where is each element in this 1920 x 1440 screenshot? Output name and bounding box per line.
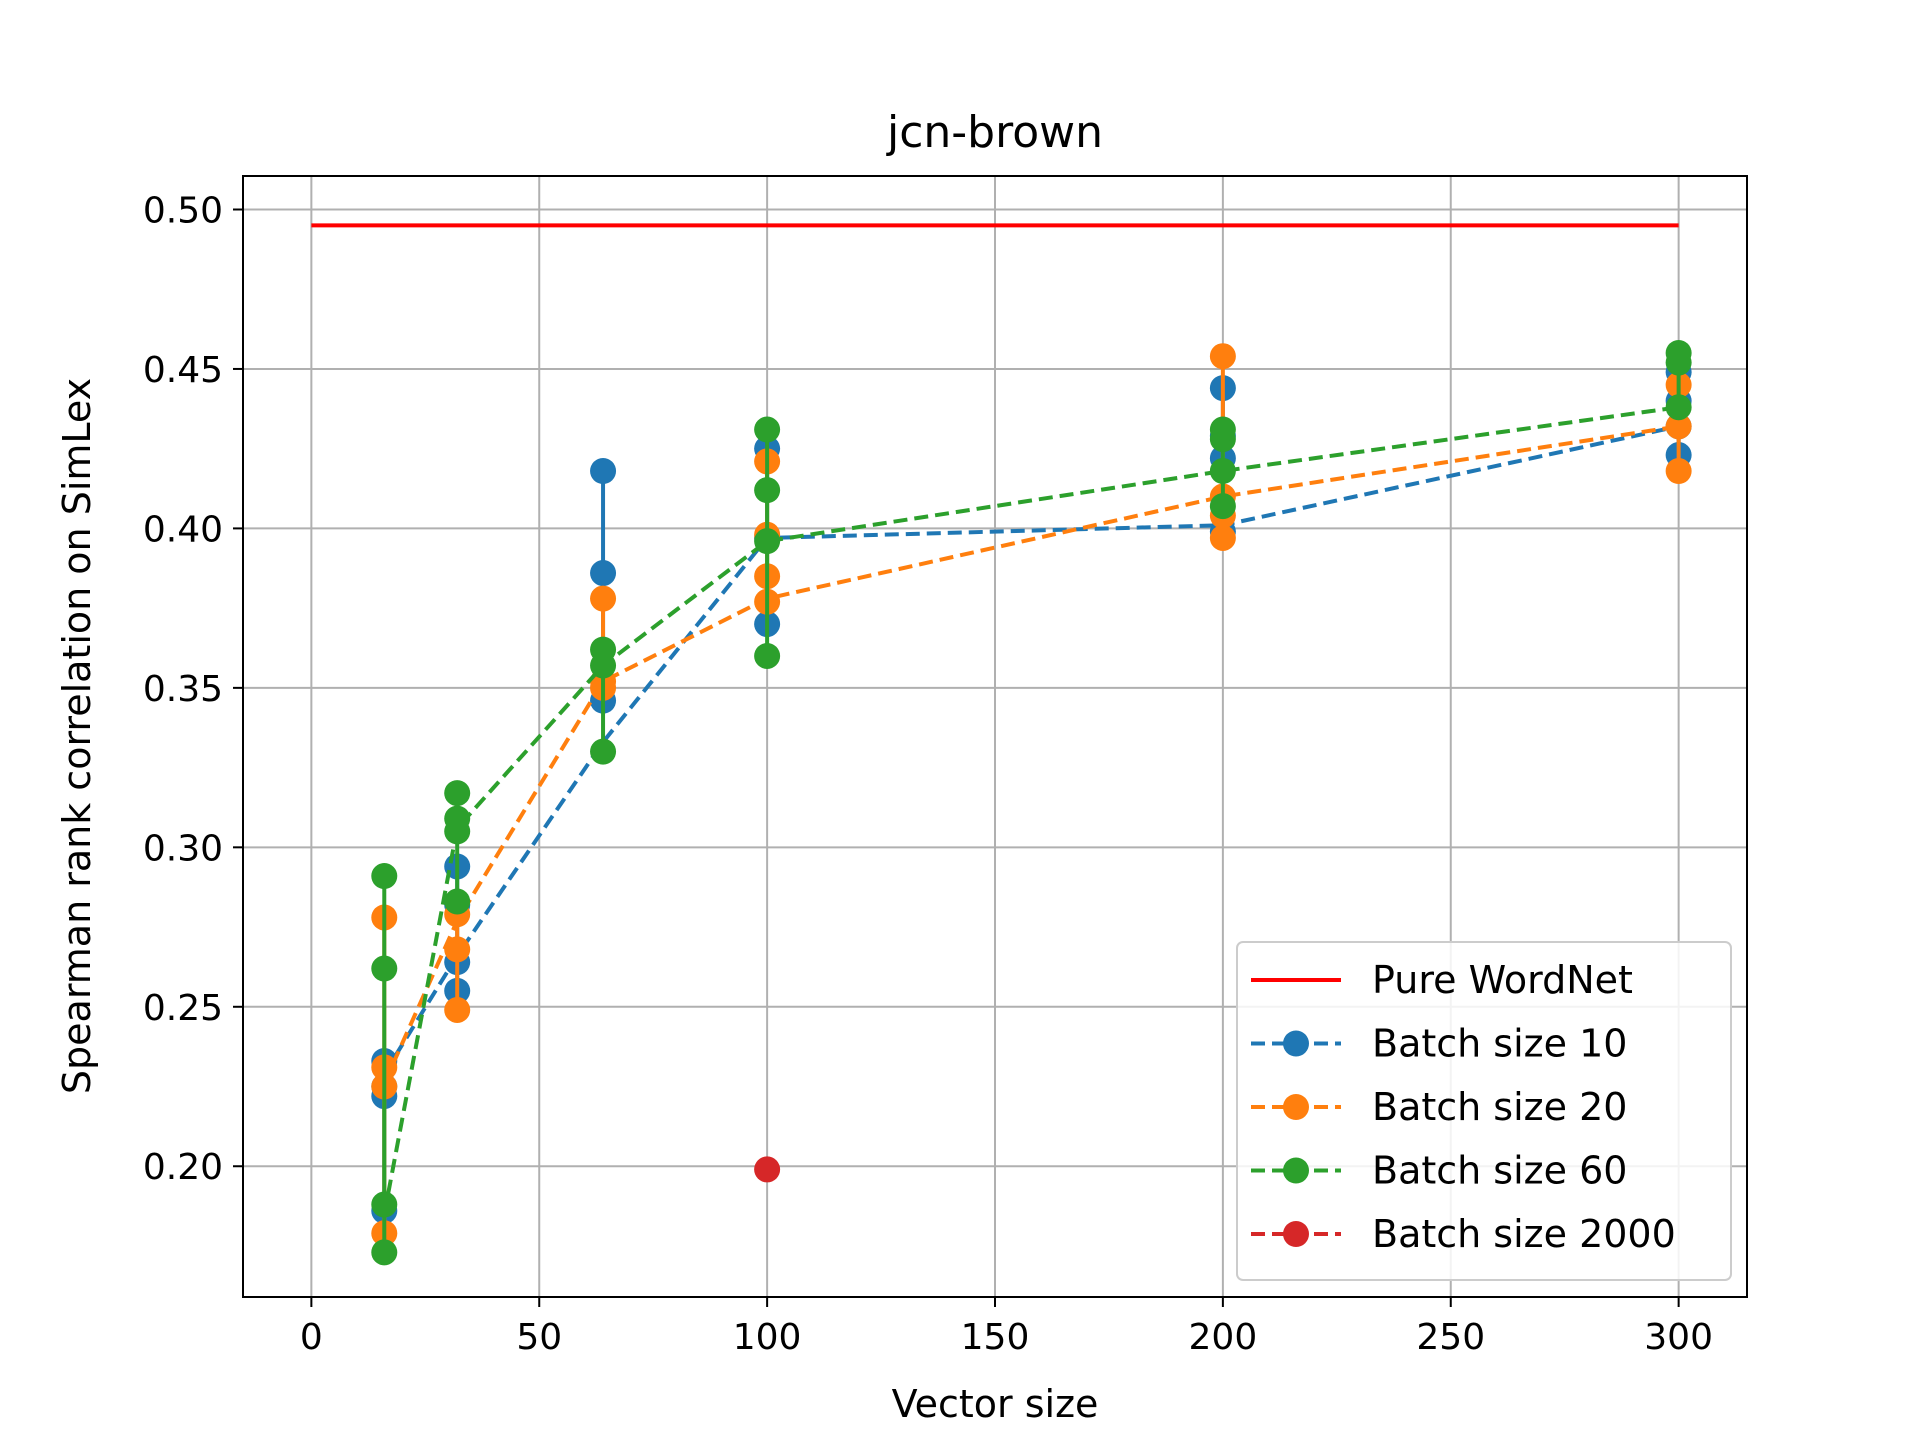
data-point — [590, 458, 617, 484]
data-point — [1209, 458, 1236, 484]
mean-line — [382, 405, 1679, 1215]
legend-label: Batch size 2000 — [1372, 1212, 1676, 1256]
chart-title: jcn-brown — [886, 107, 1103, 158]
legend-label: Pure WordNet — [1372, 958, 1633, 1002]
series-3 — [371, 340, 1692, 1266]
legend-box — [1236, 941, 1732, 1281]
x-axis-title: Vector size — [892, 1382, 1099, 1426]
grid — [243, 176, 1747, 1297]
legend-label: Batch size 60 — [1372, 1149, 1627, 1193]
data-point — [590, 636, 617, 663]
data-point — [1209, 524, 1236, 551]
data-point — [754, 642, 781, 669]
data-point — [590, 738, 617, 765]
x-tick-label: 150 — [961, 1317, 1030, 1358]
data-point — [1665, 340, 1692, 366]
y-tick-label: 0.20 — [143, 1147, 223, 1188]
legend-entry: Batch size 60 — [1251, 1149, 1627, 1193]
y-tick-label: 0.50 — [143, 190, 223, 231]
data-point — [1665, 413, 1692, 440]
axes: 0 50 100 150 200 250 300 0.20 0.25 0.30 0.35 0.40 0.… — [143, 190, 1713, 1358]
data-point — [371, 863, 398, 890]
data-point — [590, 560, 617, 587]
legend-label: Batch size 20 — [1372, 1085, 1627, 1129]
legend-marker — [1283, 1094, 1309, 1120]
data-point — [371, 955, 398, 982]
data-point — [754, 528, 781, 555]
data-point — [444, 805, 471, 832]
data-point — [1209, 416, 1236, 443]
legend-label: Batch size 10 — [1372, 1022, 1627, 1066]
data-point — [590, 585, 617, 612]
plot-series — [311, 223, 1692, 1266]
data-point — [444, 936, 471, 963]
data-point — [1209, 343, 1236, 370]
legend-marker — [1283, 1221, 1309, 1247]
data-point — [1209, 493, 1236, 520]
data-point — [1665, 394, 1692, 421]
legend-entry: Batch size 2000 — [1251, 1212, 1676, 1256]
x-tick-label: 100 — [733, 1317, 802, 1358]
data-point — [754, 416, 781, 443]
data-point — [754, 1156, 781, 1183]
y-tick-label: 0.45 — [143, 350, 223, 391]
y-axis-title: Spearman rank correlation on SimLex — [55, 378, 99, 1094]
x-tick-label: 300 — [1644, 1317, 1713, 1358]
x-tick-label: 0 — [300, 1317, 323, 1358]
legend-marker — [1283, 1157, 1309, 1184]
y-tick-label: 0.30 — [143, 828, 223, 869]
data-point — [444, 780, 471, 807]
data-point — [1665, 458, 1692, 484]
legend: Pure WordNet Batch size 10 Batch size 20 Ba… — [1236, 941, 1732, 1281]
series-4 — [754, 1156, 781, 1183]
legend-entry: Batch size 20 — [1251, 1085, 1627, 1129]
x-tick-label: 200 — [1189, 1317, 1258, 1358]
legend-marker — [1283, 1030, 1309, 1057]
legend-entry: Pure WordNet — [1251, 958, 1633, 1002]
y-tick-label: 0.25 — [143, 988, 223, 1029]
legend-entry: Batch size 10 — [1251, 1022, 1627, 1066]
data-point — [444, 888, 471, 915]
x-tick-label: 50 — [516, 1317, 562, 1358]
data-point — [754, 477, 781, 504]
data-point — [444, 996, 471, 1023]
y-tick-label: 0.40 — [143, 509, 223, 550]
x-tick-label: 250 — [1416, 1317, 1485, 1358]
data-point — [371, 1191, 398, 1218]
y-tick-label: 0.35 — [143, 669, 223, 710]
data-point — [371, 1239, 398, 1266]
